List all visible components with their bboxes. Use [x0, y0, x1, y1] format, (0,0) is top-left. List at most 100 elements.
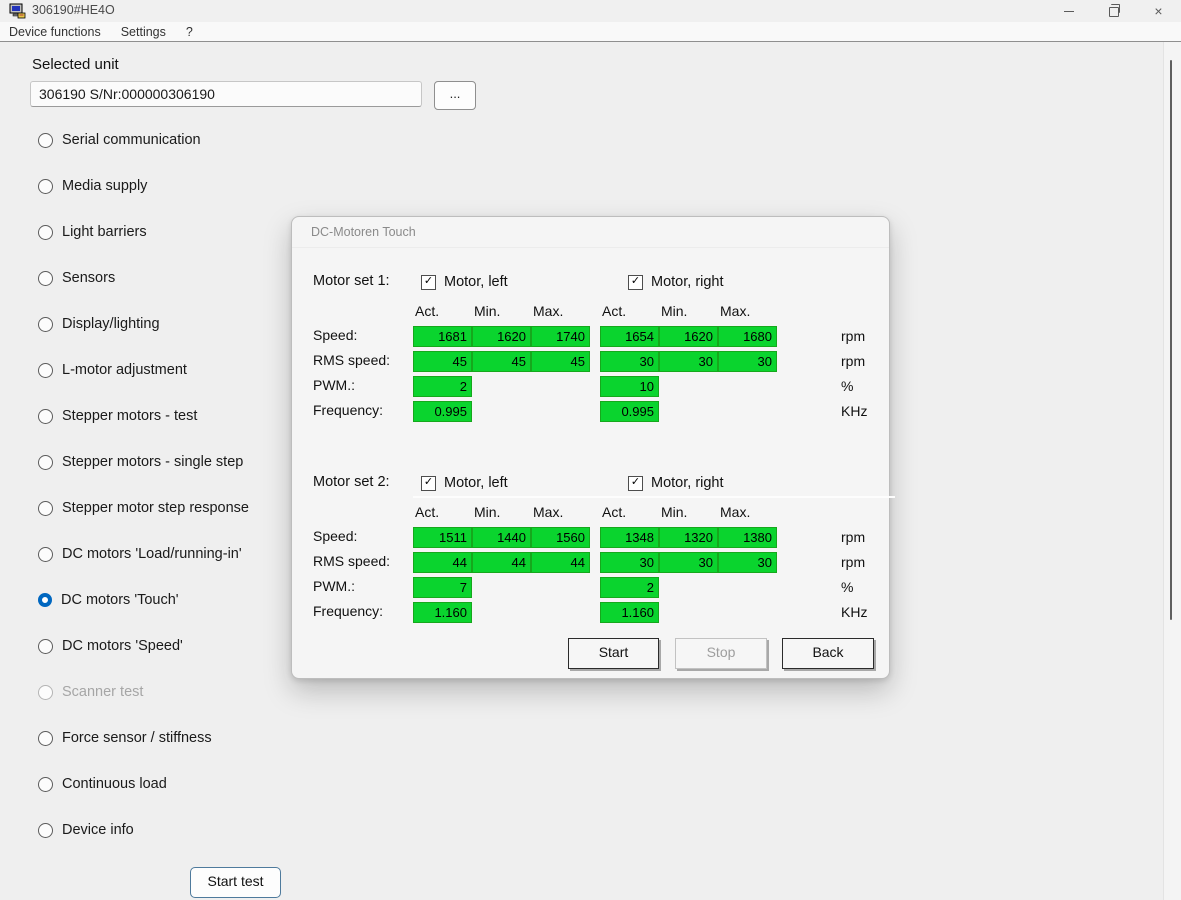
dialog-titlebar: DC-Motoren Touch [292, 217, 889, 248]
unit-label: rpm [841, 554, 866, 570]
value-cell: 44 [413, 552, 472, 573]
row-label: RMS speed: [313, 553, 391, 569]
value-cell: 30 [600, 351, 659, 372]
radio-option-dc-motors-speed[interactable]: DC motors 'Speed' [38, 636, 183, 656]
radio-option-dc-motors-touch[interactable]: DC motors 'Touch' [38, 590, 179, 610]
radio-icon [38, 454, 53, 470]
close-icon: × [1154, 3, 1163, 19]
value-cell: 1440 [472, 527, 531, 548]
value-cell: 1620 [472, 326, 531, 347]
value-cell: 1560 [531, 527, 590, 548]
radio-option-sensors[interactable]: Sensors [38, 268, 115, 288]
radio-option-l-motor-adjustment[interactable]: L-motor adjustment [38, 360, 187, 380]
value-cell: 0.995 [413, 401, 472, 422]
selected-unit-field[interactable] [30, 81, 422, 107]
motor-right-checkbox[interactable]: ✓ [628, 274, 643, 290]
menu-device-functions[interactable]: Device functions [9, 24, 101, 39]
radio-option-media-supply[interactable]: Media supply [38, 176, 147, 196]
value-cell: 7 [413, 577, 472, 598]
scrollbar-thumb[interactable] [1170, 60, 1172, 620]
value-cell: 44 [472, 552, 531, 573]
value-cell: 1740 [531, 326, 590, 347]
radio-option-stepper-motors-single-step[interactable]: Stepper motors - single step [38, 452, 243, 472]
check-icon: ✓ [630, 275, 641, 287]
radio-option-force-sensor-stiffness[interactable]: Force sensor / stiffness [38, 728, 212, 748]
radio-icon [38, 316, 53, 332]
value-cell: 1348 [600, 527, 659, 548]
row-label: Speed: [313, 528, 358, 544]
frequency-row: Frequency: 0.995 0.995 KHz [292, 401, 889, 422]
row-label: Frequency: [313, 402, 384, 418]
minimize-button[interactable] [1046, 0, 1091, 22]
radio-option-stepper-motors-test[interactable]: Stepper motors - test [38, 406, 197, 426]
value-cell: 10 [600, 376, 659, 397]
radio-icon [38, 822, 53, 838]
selected-unit-label: Selected unit [32, 56, 119, 73]
menu-help[interactable]: ? [185, 24, 193, 39]
value-cell: 30 [718, 552, 777, 573]
radio-icon [38, 132, 53, 148]
radio-selected-icon [38, 593, 52, 607]
motor-right-checkbox[interactable]: ✓ [628, 475, 643, 491]
motor-set-1-header: Motor set 1: ✓ Motor, left ✓ Motor, righ… [313, 273, 724, 290]
unit-label: rpm [841, 529, 866, 545]
radio-icon [38, 224, 53, 240]
row-label: Frequency: [313, 603, 384, 619]
value-cell: 1620 [659, 326, 718, 347]
back-button[interactable]: Back [782, 638, 874, 669]
menu-bar: Device functions Settings ? [0, 22, 1181, 42]
menu-settings[interactable]: Settings [120, 24, 166, 39]
unit-label: rpm [841, 328, 866, 344]
motor-left-checkbox[interactable]: ✓ [421, 475, 436, 491]
motor-set-2-header: Motor set 2: ✓ Motor, left ✓ Motor, righ… [313, 474, 724, 491]
motor-set-2-column-headers: Act. Min. Max. Act. Min. Max. [292, 504, 889, 525]
row-label: PWM.: [313, 377, 355, 393]
value-cell: 30 [659, 552, 718, 573]
radio-option-dc-motors-load-running-in[interactable]: DC motors 'Load/running-in' [38, 544, 242, 564]
radio-option-stepper-motor-step-response[interactable]: Stepper motor step response [38, 498, 249, 518]
minimize-icon [1063, 10, 1074, 12]
radio-icon [38, 270, 53, 286]
column-header: Max. [720, 504, 751, 520]
pwm-row: PWM.: 7 2 % [292, 577, 889, 598]
radio-icon [38, 362, 53, 378]
radio-icon [38, 638, 53, 654]
row-label: RMS speed: [313, 352, 391, 368]
motor-set-2-label: Motor set 2: [313, 474, 390, 490]
value-cell: 1681 [413, 326, 472, 347]
speed-row: Speed: 1511 1440 1560 1348 1320 1380 rpm [292, 527, 889, 548]
radio-option-light-barriers[interactable]: Light barriers [38, 222, 147, 242]
check-icon: ✓ [423, 476, 434, 488]
unit-label: KHz [841, 604, 868, 620]
column-header: Max. [533, 504, 564, 520]
check-icon: ✓ [423, 275, 434, 287]
motor-set-1-column-headers: Act. Min. Max. Act. Min. Max. [292, 303, 889, 324]
radio-option-serial-communication[interactable]: Serial communication [38, 130, 201, 150]
column-header: Act. [602, 303, 627, 319]
radio-option-display-lighting[interactable]: Display/lighting [38, 314, 160, 334]
restore-button[interactable] [1091, 0, 1136, 22]
browse-button[interactable]: ... [434, 81, 476, 110]
radio-option-continuous-load[interactable]: Continuous load [38, 774, 167, 794]
rms-speed-row: RMS speed: 45 45 45 30 30 30 rpm [292, 351, 889, 372]
value-cell: 30 [718, 351, 777, 372]
computer-icon [9, 3, 26, 19]
pwm-row: PWM.: 2 10 % [292, 376, 889, 397]
radio-icon [38, 408, 53, 424]
radio-icon [38, 500, 53, 516]
column-header: Act. [415, 303, 440, 319]
vertical-scrollbar[interactable] [1163, 42, 1181, 900]
close-button[interactable]: × [1136, 0, 1181, 22]
frequency-row: Frequency: 1.160 1.160 KHz [292, 602, 889, 623]
unit-label: % [841, 378, 854, 394]
value-cell: 0.995 [600, 401, 659, 422]
start-button[interactable]: Start [568, 638, 659, 669]
column-header: Min. [661, 303, 688, 319]
radio-disabled-icon [38, 684, 53, 700]
radio-icon [38, 730, 53, 746]
motor-left-checkbox[interactable]: ✓ [421, 274, 436, 290]
start-test-button[interactable]: Start test [190, 867, 281, 898]
value-cell: 1511 [413, 527, 472, 548]
unit-label: % [841, 579, 854, 595]
radio-option-device-info[interactable]: Device info [38, 820, 134, 840]
